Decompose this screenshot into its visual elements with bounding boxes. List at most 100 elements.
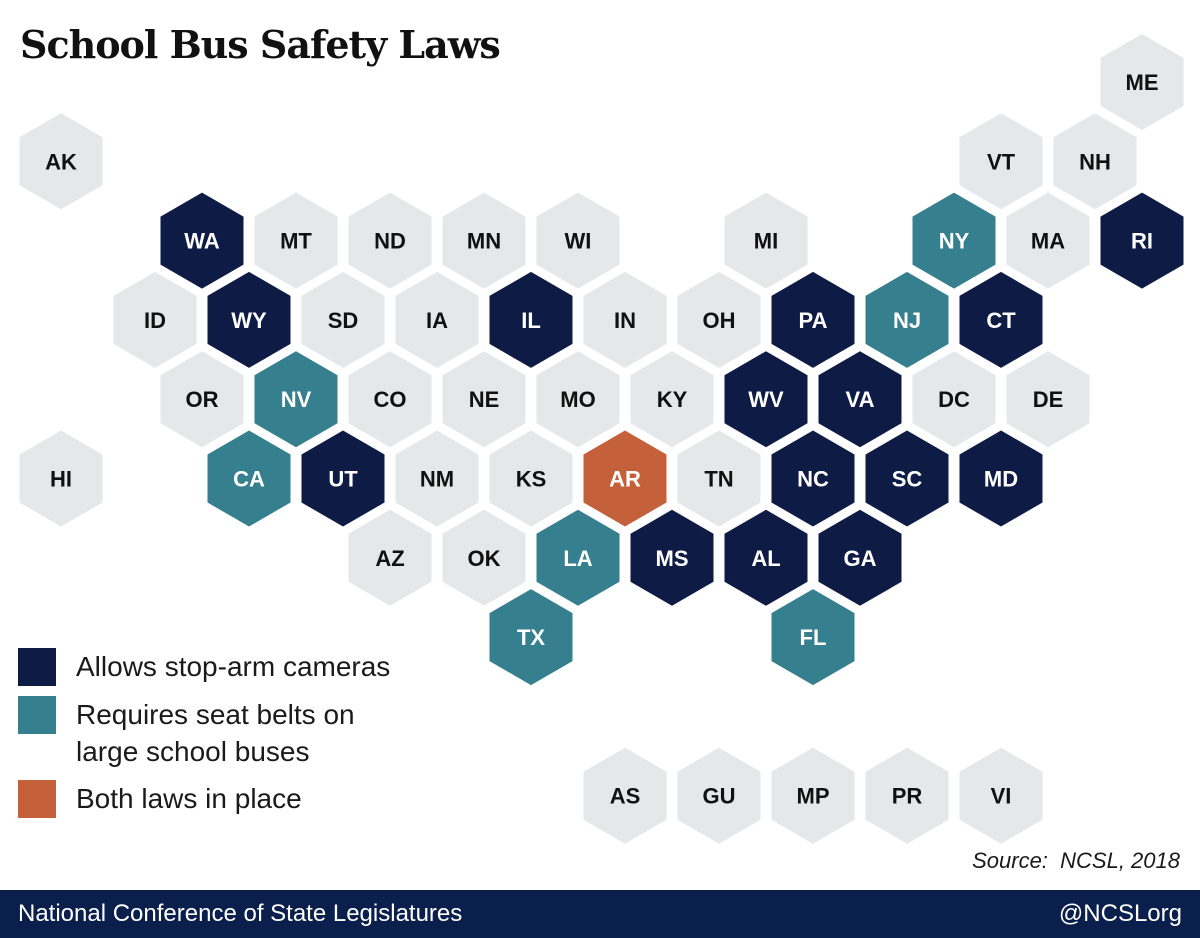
state-wy: WY <box>207 271 291 368</box>
state-ma: MA <box>1006 192 1090 289</box>
legend-item-both: Both laws in place <box>18 780 456 818</box>
state-pr: PR <box>865 747 949 844</box>
state-tn: TN <box>677 430 761 527</box>
hex-ca <box>207 430 291 527</box>
hex-label-nh: NH <box>1079 149 1111 174</box>
hex-label-ny: NY <box>939 229 970 254</box>
hex-label-ky: KY <box>657 387 688 412</box>
hex-nv <box>254 351 338 448</box>
state-pa: PA <box>771 271 855 368</box>
state-wv: WV <box>724 351 808 448</box>
hex-ks <box>489 430 573 527</box>
hex-label-md: MD <box>984 467 1018 492</box>
hex-vi <box>959 747 1043 844</box>
hex-pa <box>771 271 855 368</box>
hex-fl <box>771 589 855 686</box>
hex-label-gu: GU <box>703 784 736 809</box>
state-or: OR <box>160 351 244 448</box>
state-de: DE <box>1006 351 1090 448</box>
hex-label-az: AZ <box>375 546 404 571</box>
hex-mn <box>442 192 526 289</box>
legend-swatch-stop-arm <box>18 648 56 686</box>
hex-label-in: IN <box>614 308 636 333</box>
hex-co <box>348 351 432 448</box>
state-me: ME <box>1100 34 1184 130</box>
hex-tn <box>677 430 761 527</box>
hex-sc <box>865 430 949 527</box>
hex-label-mn: MN <box>467 229 501 254</box>
hex-label-fl: FL <box>800 625 827 650</box>
hex-tile-map: ME AK VT NH WA MT ND MN WI MI NY MA RI ID WY SD IA IL IN OH… <box>19 34 1184 844</box>
hex-label-ne: NE <box>469 387 500 412</box>
hex-label-al: AL <box>751 546 780 571</box>
state-ne: NE <box>442 351 526 448</box>
state-oh: OH <box>677 271 761 368</box>
state-nv: NV <box>254 351 338 448</box>
hex-ne <box>442 351 526 448</box>
hex-label-tx: TX <box>517 625 545 650</box>
hex-md <box>959 430 1043 527</box>
hex-ma <box>1006 192 1090 289</box>
hex-label-va: VA <box>846 387 875 412</box>
hex-mt <box>254 192 338 289</box>
state-mp: MP <box>771 747 855 844</box>
state-wa: WA <box>160 192 244 289</box>
state-fl: FL <box>771 589 855 686</box>
hex-ny <box>912 192 996 289</box>
hex-label-vi: VI <box>991 784 1012 809</box>
hex-label-me: ME <box>1126 70 1159 95</box>
state-ca: CA <box>207 430 291 527</box>
hex-label-hi: HI <box>50 467 72 492</box>
hex-label-wi: WI <box>565 229 592 254</box>
state-ny: NY <box>912 192 996 289</box>
hex-ct <box>959 271 1043 368</box>
hex-wy <box>207 271 291 368</box>
hex-label-de: DE <box>1033 387 1064 412</box>
hex-label-ms: MS <box>656 546 689 571</box>
hex-label-nm: NM <box>420 467 454 492</box>
hex-label-or: OR <box>186 387 219 412</box>
footer-handle: @NCSLorg <box>1058 900 1182 927</box>
state-ia: IA <box>395 271 479 368</box>
state-va: VA <box>818 351 902 448</box>
state-sd: SD <box>301 271 385 368</box>
hex-as <box>583 747 667 844</box>
state-vi: VI <box>959 747 1043 844</box>
hex-nm <box>395 430 479 527</box>
hex-sd <box>301 271 385 368</box>
source-note: Source: NCSL, 2018 <box>972 848 1180 873</box>
hex-il <box>489 271 573 368</box>
hex-ia <box>395 271 479 368</box>
hex-label-ks: KS <box>516 467 547 492</box>
hex-label-mt: MT <box>280 229 312 254</box>
hex-nh <box>1053 113 1137 210</box>
hex-label-sd: SD <box>328 308 359 333</box>
hex-mi <box>724 192 808 289</box>
hex-label-ga: GA <box>844 546 877 571</box>
footer-bar: National Conference of State Legislature… <box>0 890 1200 938</box>
legend: Allows stop-arm cameras Requires seat be… <box>18 648 456 828</box>
hex-ga <box>818 509 902 606</box>
hex-ri <box>1100 192 1184 289</box>
hex-label-ca: CA <box>233 467 265 492</box>
hex-label-as: AS <box>610 784 641 809</box>
hex-mp <box>771 747 855 844</box>
hex-label-nv: NV <box>281 387 312 412</box>
hex-me <box>1100 34 1184 130</box>
hex-label-mp: MP <box>797 784 830 809</box>
state-nj: NJ <box>865 271 949 368</box>
hex-nc <box>771 430 855 527</box>
hex-ok <box>442 509 526 606</box>
state-mi: MI <box>724 192 808 289</box>
state-il: IL <box>489 271 573 368</box>
hex-label-oh: OH <box>703 308 736 333</box>
hex-id <box>113 271 197 368</box>
hex-label-ut: UT <box>328 467 358 492</box>
hex-nd <box>348 192 432 289</box>
hex-label-ri: RI <box>1131 229 1153 254</box>
hex-az <box>348 509 432 606</box>
state-tx: TX <box>489 589 573 686</box>
hex-la <box>536 509 620 606</box>
legend-item-stop-arm: Allows stop-arm cameras <box>18 648 456 686</box>
state-nd: ND <box>348 192 432 289</box>
